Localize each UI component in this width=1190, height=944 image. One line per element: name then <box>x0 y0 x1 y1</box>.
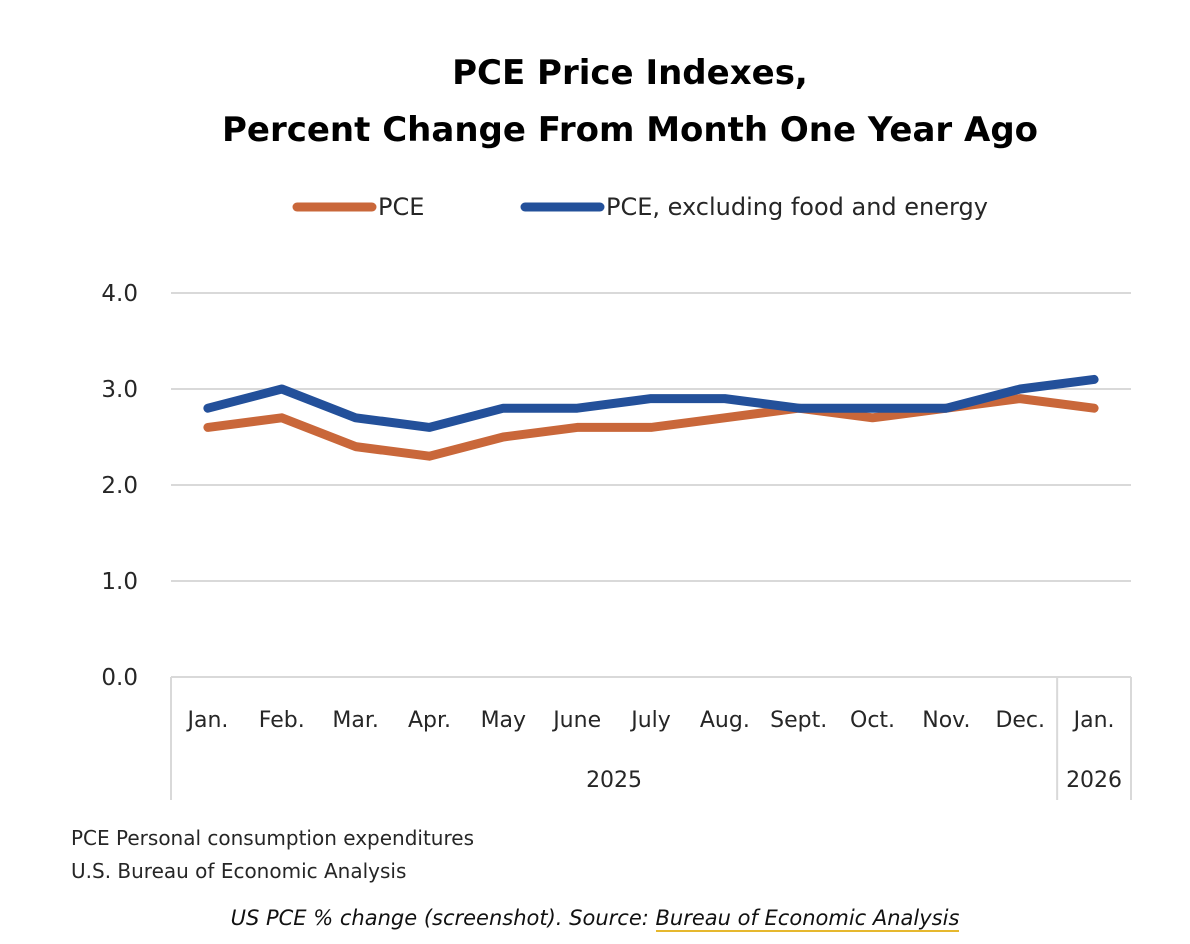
source-link[interactable]: Bureau of Economic Analysis <box>655 906 960 932</box>
figure-caption: US PCE % change (screenshot). Source: Bu… <box>0 906 1190 932</box>
y-tick-label: 2.0 <box>101 473 138 499</box>
chart-title-line-2: Percent Change From Month One Year Ago <box>222 110 1038 150</box>
legend-label-pce: PCE <box>378 193 424 221</box>
chart-title-line-1: PCE Price Indexes, <box>452 53 808 93</box>
y-tick-label: 4.0 <box>101 281 138 307</box>
caption-text: US PCE % change (screenshot). Source: <box>230 906 656 930</box>
series-lines <box>203 374 1099 461</box>
x-tick-label: Aug. <box>700 708 750 733</box>
x-tick-label: Dec. <box>995 708 1045 733</box>
series-line-core-pce <box>203 374 1099 432</box>
year-group-label: 2025 <box>586 768 642 793</box>
gridlines <box>171 292 1131 582</box>
legend-label-core-pce: PCE, excluding food and energy <box>606 193 988 221</box>
note-source: U.S. Bureau of Economic Analysis <box>71 859 406 883</box>
x-tick-label: Feb. <box>259 708 305 733</box>
x-axis: Jan. Feb. Mar. Apr. May June July Aug. Sept. Oct.… <box>170 676 1132 800</box>
y-tick-label: 3.0 <box>101 377 138 403</box>
x-tick-label: June <box>551 708 601 733</box>
y-tick-label: 0.0 <box>101 665 138 691</box>
y-tick-label: 1.0 <box>101 569 138 595</box>
pce-chart: PCE Price Indexes, Percent Change From M… <box>71 53 1132 883</box>
legend: PCE PCE, excluding food and energy <box>292 193 988 221</box>
x-tick-label: Apr. <box>408 708 451 733</box>
year-group-label: 2026 <box>1066 768 1122 793</box>
x-tick-label: May <box>481 708 526 733</box>
x-tick-label: Mar. <box>332 708 378 733</box>
x-tick-label: Jan. <box>1072 708 1115 733</box>
note-pce-definition: PCE Personal consumption expenditures <box>71 826 474 850</box>
x-tick-label: Oct. <box>850 708 895 733</box>
x-tick-label: Jan. <box>185 708 228 733</box>
x-tick-label: Nov. <box>922 708 970 733</box>
x-tick-label: July <box>629 708 671 733</box>
chart-notes: PCE Personal consumption expenditures U.… <box>71 826 474 883</box>
chart-title: PCE Price Indexes, Percent Change From M… <box>222 53 1038 150</box>
y-axis-ticks: 4.0 3.0 2.0 1.0 0.0 <box>101 281 138 691</box>
x-tick-label: Sept. <box>770 708 827 733</box>
